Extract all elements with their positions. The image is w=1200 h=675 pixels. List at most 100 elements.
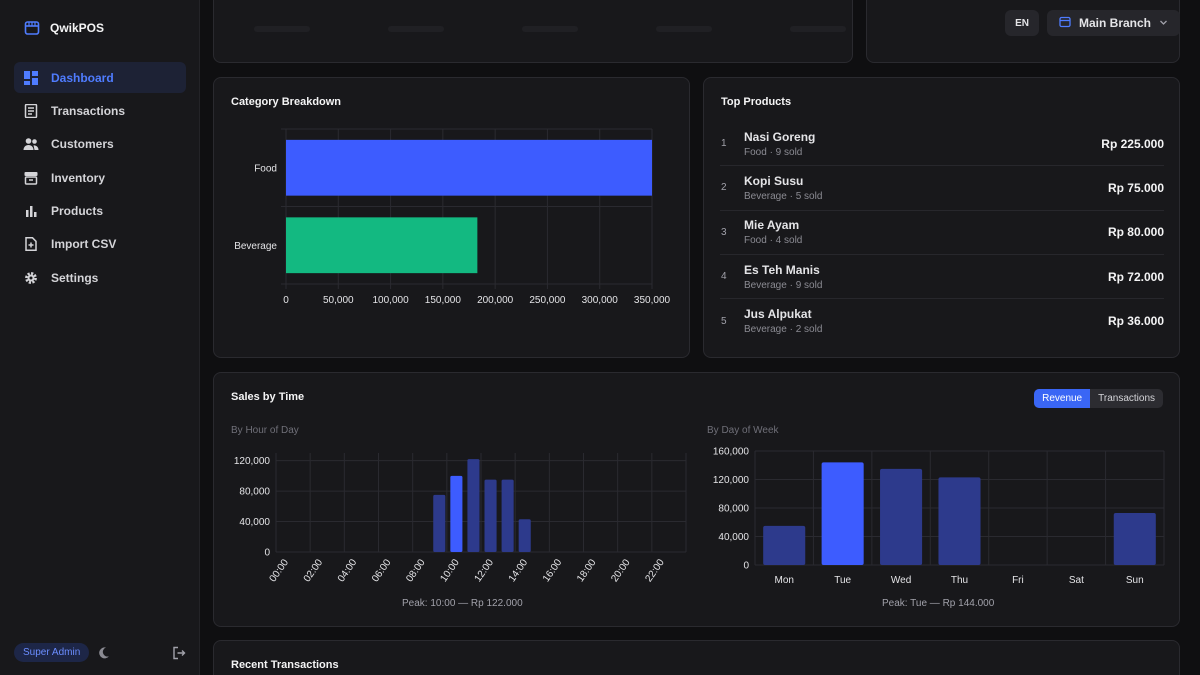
- card-title: Recent Transactions: [231, 659, 339, 671]
- list-item[interactable]: 1 Nasi Goreng Food · 9 sold Rp 225.000: [720, 122, 1164, 167]
- x-tick-label: 0: [283, 295, 289, 306]
- sidebar-item-customers[interactable]: Customers: [14, 129, 186, 160]
- product-meta: Food · 4 sold: [744, 235, 803, 247]
- x-tick-label: Fri: [1012, 575, 1024, 586]
- y-tick-label: Food: [254, 163, 277, 174]
- bar: [467, 459, 480, 552]
- rank: 1: [721, 138, 727, 150]
- y-tick-label: 0: [264, 548, 270, 559]
- sidebar-item-label: Settings: [51, 270, 99, 285]
- x-tick-label: 250,000: [529, 295, 566, 306]
- metric-toggle: Revenue Transactions: [1034, 389, 1163, 408]
- list-item[interactable]: 4 Es Teh Manis Beverage · 9 sold Rp 72.0…: [720, 255, 1164, 300]
- x-tick-label: Wed: [891, 575, 911, 586]
- sidebar-item-label: Transactions: [51, 103, 126, 118]
- product-amount: Rp 72.000: [1107, 269, 1164, 284]
- language-switch-button[interactable]: EN: [1005, 10, 1039, 36]
- list-item[interactable]: 3 Mie Ayam Food · 4 sold Rp 80.000: [720, 211, 1164, 255]
- y-tick-label: 160,000: [713, 447, 750, 458]
- moon-icon[interactable]: [97, 646, 110, 659]
- product-info: Mie Ayam Food · 4 sold: [744, 218, 802, 246]
- y-tick-label: 40,000: [718, 532, 749, 543]
- sidebar-nav: Dashboard Transactions Customers Invento…: [14, 62, 186, 296]
- summary-card-content: [254, 26, 846, 32]
- x-tick-label: 14:00: [507, 557, 531, 584]
- rank: 3: [721, 226, 727, 238]
- product-name: Es Teh Manis: [744, 262, 820, 277]
- placeholder-bar: [254, 26, 310, 32]
- bar: [484, 479, 497, 552]
- bar: [938, 477, 981, 565]
- product-info: Kopi Susu Beverage · 5 sold: [744, 174, 822, 202]
- sidebar-item-label: Customers: [51, 137, 114, 152]
- product-name: Nasi Goreng: [744, 129, 816, 144]
- product-info: Es Teh Manis Beverage · 9 sold: [744, 263, 822, 291]
- sales-by-time-card: Sales by Time Revenue Transactions By Ho…: [213, 372, 1180, 627]
- rank: 2: [721, 182, 727, 194]
- x-tick-label: 20:00: [609, 557, 633, 584]
- x-tick-label: Sun: [1126, 575, 1144, 586]
- sidebar-item-label: Import CSV: [51, 237, 117, 252]
- product-amount: Rp 36.000: [1107, 314, 1164, 329]
- card-title: Category Breakdown: [231, 96, 342, 108]
- x-tick-label: 00:00: [268, 557, 292, 584]
- sidebar-item-import-csv[interactable]: Import CSV: [14, 229, 186, 260]
- x-tick-label: 02:00: [302, 557, 326, 584]
- x-tick-label: 06:00: [370, 557, 394, 584]
- toggle-revenue-button[interactable]: Revenue: [1034, 389, 1091, 408]
- card-title: Top Products: [721, 96, 792, 108]
- x-tick-label: Sat: [1069, 575, 1084, 586]
- bar: [433, 494, 446, 552]
- file-import-icon: [23, 236, 39, 252]
- sidebar: QwikPOS Dashboard Transactions Customers…: [0, 0, 200, 675]
- brand[interactable]: QwikPOS: [24, 20, 104, 36]
- x-tick-label: 350,000: [634, 295, 671, 306]
- bar: [501, 479, 514, 552]
- day-peak-label: Peak: Tue — Rp 144.000: [882, 598, 995, 609]
- bar: [518, 519, 531, 552]
- branch-select[interactable]: Main Branch: [1046, 10, 1180, 36]
- toggle-transactions-button[interactable]: Transactions: [1098, 393, 1155, 404]
- chevron-down-icon: [1159, 16, 1168, 30]
- bar: [821, 462, 864, 565]
- app-name: QwikPOS: [50, 21, 105, 35]
- product-name: Kopi Susu: [744, 173, 804, 188]
- x-tick-label: Thu: [951, 575, 968, 586]
- y-tick-label: 120,000: [234, 456, 271, 467]
- logout-icon[interactable]: [172, 646, 186, 660]
- day-chart-label: By Day of Week: [707, 425, 779, 436]
- placeholder-bar: [388, 26, 444, 32]
- x-tick-label: 10:00: [438, 557, 462, 584]
- product-amount: Rp 225.000: [1101, 136, 1164, 151]
- y-tick-label: 40,000: [239, 517, 270, 528]
- bar: [450, 475, 463, 552]
- sidebar-item-settings[interactable]: Settings: [14, 262, 186, 293]
- users-icon: [23, 136, 39, 152]
- y-tick-label: 80,000: [718, 504, 749, 515]
- sidebar-footer: Super Admin: [14, 643, 186, 662]
- product-meta: Beverage · 2 sold: [744, 324, 823, 336]
- sidebar-item-label: Dashboard: [51, 70, 114, 85]
- bar: [286, 139, 652, 196]
- sidebar-item-products[interactable]: Products: [14, 196, 186, 227]
- sidebar-item-label: Products: [51, 204, 104, 219]
- branch-label: Main Branch: [1078, 16, 1151, 30]
- dashboard-icon: [23, 70, 39, 86]
- bar: [286, 217, 478, 274]
- x-tick-label: 08:00: [404, 557, 428, 584]
- x-tick-label: 50,000: [323, 295, 354, 306]
- x-tick-label: 300,000: [582, 295, 619, 306]
- x-tick-label: Tue: [834, 575, 851, 586]
- gear-icon: [23, 270, 39, 286]
- placeholder-bar: [790, 26, 846, 32]
- list-item[interactable]: 2 Kopi Susu Beverage · 5 sold Rp 75.000: [720, 166, 1164, 211]
- sidebar-item-transactions[interactable]: Transactions: [14, 95, 186, 126]
- product-name: Jus Alpukat: [744, 307, 812, 322]
- sidebar-item-inventory[interactable]: Inventory: [14, 162, 186, 193]
- placeholder-bar: [522, 26, 578, 32]
- sidebar-item-dashboard[interactable]: Dashboard: [14, 62, 186, 93]
- x-tick-label: 04:00: [336, 557, 360, 584]
- product-list: 1 Nasi Goreng Food · 9 sold Rp 225.000 2…: [720, 122, 1164, 343]
- list-item[interactable]: 5 Jus Alpukat Beverage · 2 sold Rp 36.00…: [720, 299, 1164, 343]
- bar: [1113, 512, 1156, 565]
